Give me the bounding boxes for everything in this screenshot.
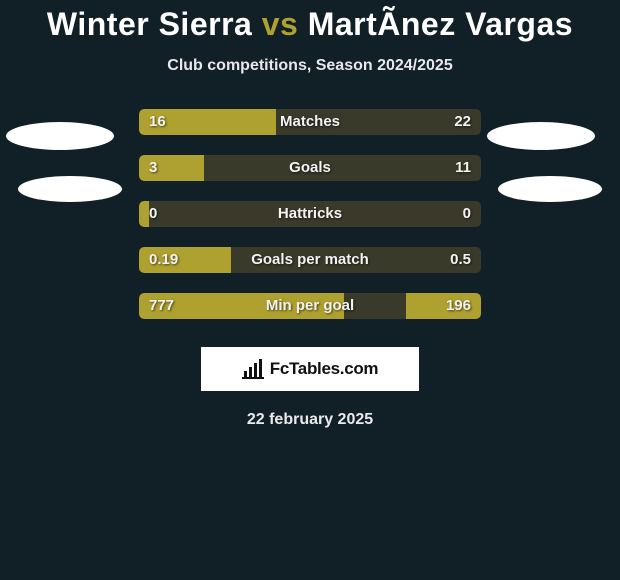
avatar-ellipse-0	[6, 122, 114, 150]
bar-value-right: 196	[446, 293, 471, 319]
bar-label: Goals	[289, 155, 331, 181]
bar-value-left: 0	[149, 201, 157, 227]
bar-value-left: 16	[149, 109, 166, 135]
bar-label: Goals per match	[251, 247, 369, 273]
bar-value-left: 777	[149, 293, 174, 319]
bar-value-left: 0.19	[149, 247, 178, 273]
avatar-ellipse-1	[487, 122, 595, 150]
stat-bar: 16 Matches 22	[139, 109, 481, 135]
title-player-left: Winter Sierra	[47, 6, 252, 42]
title-player-right: MartÃ­nez Vargas	[308, 6, 573, 42]
date-text: 22 february 2025	[0, 411, 620, 429]
stat-bar: 0 Hattricks 0	[139, 201, 481, 227]
brand-box: FcTables.com	[201, 347, 419, 391]
bar-value-right: 0.5	[450, 247, 471, 273]
bar-label: Min per goal	[266, 293, 354, 319]
title-vs: vs	[262, 6, 299, 42]
bar-value-right: 22	[454, 109, 471, 135]
avatar-ellipse-2	[18, 176, 122, 202]
bar-value-left: 3	[149, 155, 157, 181]
bar-fill-left	[139, 201, 149, 227]
subtitle: Club competitions, Season 2024/2025	[0, 57, 620, 75]
bar-label: Hattricks	[278, 201, 342, 227]
page-title: Winter Sierra vs MartÃ­nez Vargas	[0, 0, 620, 43]
bar-chart-icon	[242, 359, 264, 379]
avatar-ellipse-3	[498, 176, 602, 202]
stat-bar: 777 Min per goal 196	[139, 293, 481, 319]
stat-bar: 0.19 Goals per match 0.5	[139, 247, 481, 273]
brand-text: FcTables.com	[270, 359, 379, 379]
bar-value-right: 0	[463, 201, 471, 227]
stat-bar: 3 Goals 11	[139, 155, 481, 181]
bar-value-right: 11	[455, 155, 471, 181]
bar-label: Matches	[280, 109, 340, 135]
stat-bars: 16 Matches 22 3 Goals 11 0 Hattricks 0 0.19 Goals …	[139, 109, 481, 319]
